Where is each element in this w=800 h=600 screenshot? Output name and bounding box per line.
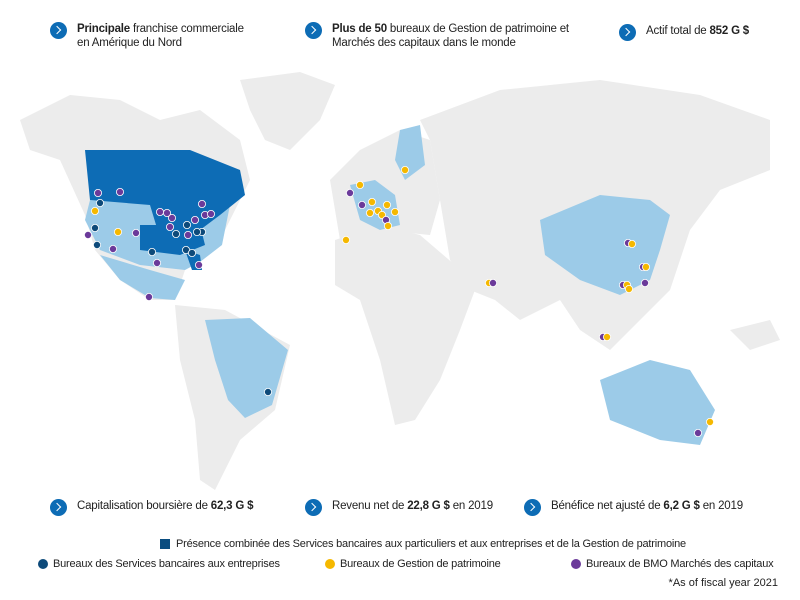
wealth-office-dot bbox=[706, 417, 715, 426]
capital-markets-office-dot bbox=[131, 228, 140, 237]
wealth-office-dot bbox=[367, 197, 376, 206]
capital-markets-office-dot bbox=[144, 292, 153, 301]
stat-total-assets: Actif total de 852 G $ bbox=[619, 24, 749, 41]
commercial-office-dot bbox=[91, 223, 100, 232]
capital-markets-office-dot bbox=[488, 278, 497, 287]
square-swatch-icon bbox=[160, 539, 170, 549]
chevron-right-icon[interactable] bbox=[305, 499, 322, 516]
commercial-office-dot bbox=[192, 227, 201, 236]
wealth-office-dot bbox=[390, 207, 399, 216]
commercial-office-dot bbox=[93, 240, 102, 249]
stat-market-cap: Capitalisation boursière de 62,3 G $ bbox=[50, 499, 253, 516]
commercial-office-dot bbox=[171, 229, 180, 238]
capital-markets-office-dot bbox=[183, 230, 192, 239]
capital-markets-office-dot bbox=[152, 258, 161, 267]
chevron-right-icon[interactable] bbox=[619, 24, 636, 41]
stat-net-revenue: Revenu net de 22,8 G $ en 2019 bbox=[305, 499, 493, 516]
stat-offices: Plus de 50 bureaux de Gestion de patrimo… bbox=[305, 22, 582, 50]
wealth-office-dot bbox=[400, 165, 409, 174]
legend-capital: Bureaux de BMO Marchés des capitaux bbox=[571, 558, 774, 570]
capital-markets-office-dot bbox=[197, 199, 206, 208]
footnote: *As of fiscal year 2021 bbox=[668, 577, 778, 589]
stat-retail-franchise: Principale franchise commerciale en Amér… bbox=[50, 22, 247, 50]
wealth-office-dot bbox=[383, 221, 392, 230]
chevron-right-icon[interactable] bbox=[524, 499, 541, 516]
commercial-office-dot bbox=[147, 247, 156, 256]
capital-markets-office-dot bbox=[167, 213, 176, 222]
wealth-office-dot bbox=[91, 206, 100, 215]
dot-capital-icon bbox=[571, 559, 581, 569]
wealth-office-dot bbox=[382, 200, 391, 209]
wealth-office-dot bbox=[365, 208, 374, 217]
wealth-office-dot bbox=[603, 332, 612, 341]
capital-markets-office-dot bbox=[116, 187, 125, 196]
capital-markets-office-dot bbox=[94, 188, 103, 197]
capital-markets-office-dot bbox=[694, 428, 703, 437]
wealth-office-dot bbox=[355, 180, 364, 189]
commercial-office-dot bbox=[187, 248, 196, 257]
capital-markets-office-dot bbox=[155, 207, 164, 216]
chevron-right-icon[interactable] bbox=[305, 22, 322, 39]
capital-markets-office-dot bbox=[345, 188, 354, 197]
capital-markets-office-dot bbox=[194, 260, 203, 269]
legend-wealth: Bureaux de Gestion de patrimoine bbox=[325, 558, 501, 570]
legend-combined: Présence combinée des Services bancaires… bbox=[160, 538, 686, 550]
capital-markets-office-dot bbox=[641, 278, 650, 287]
capital-markets-office-dot bbox=[357, 200, 366, 209]
capital-markets-office-dot bbox=[206, 209, 215, 218]
chevron-right-icon[interactable] bbox=[50, 499, 67, 516]
capital-markets-office-dot bbox=[165, 222, 174, 231]
dot-wealth-icon bbox=[325, 559, 335, 569]
capital-markets-office-dot bbox=[190, 215, 199, 224]
wealth-office-dot bbox=[341, 235, 350, 244]
commercial-office-dot bbox=[96, 198, 105, 207]
wealth-office-dot bbox=[625, 284, 634, 293]
legend-commercial: Bureaux des Services bancaires aux entre… bbox=[38, 558, 280, 570]
capital-markets-office-dot bbox=[162, 208, 171, 217]
commercial-office-dot bbox=[263, 387, 272, 396]
chevron-right-icon[interactable] bbox=[50, 22, 67, 39]
capital-markets-office-dot bbox=[109, 244, 118, 253]
commercial-office-dot bbox=[182, 220, 191, 229]
wealth-office-dot bbox=[114, 227, 123, 236]
wealth-office-dot bbox=[628, 239, 637, 248]
dot-commercial-icon bbox=[38, 559, 48, 569]
stat-adjusted-income: Bénéfice net ajusté de 6,2 G $ en 2019 bbox=[524, 499, 743, 516]
wealth-office-dot bbox=[642, 262, 651, 271]
world-map bbox=[20, 72, 780, 490]
capital-markets-office-dot bbox=[84, 230, 93, 239]
